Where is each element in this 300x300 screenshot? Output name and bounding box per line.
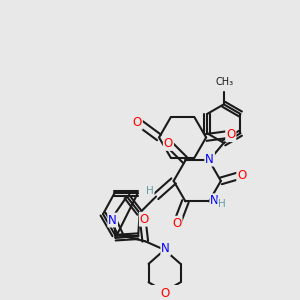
Text: O: O	[164, 137, 173, 150]
Text: N: N	[108, 214, 117, 226]
Text: O: O	[140, 213, 149, 226]
Text: O: O	[226, 128, 236, 141]
Text: O: O	[133, 116, 142, 129]
Text: H: H	[146, 186, 154, 197]
Text: H: H	[218, 199, 226, 209]
Text: CH₃: CH₃	[216, 77, 234, 87]
Text: O: O	[160, 287, 170, 300]
Text: O: O	[172, 217, 182, 230]
Text: O: O	[237, 169, 247, 182]
Text: N: N	[161, 242, 170, 255]
Text: N: N	[210, 194, 219, 207]
Text: N: N	[205, 153, 214, 166]
